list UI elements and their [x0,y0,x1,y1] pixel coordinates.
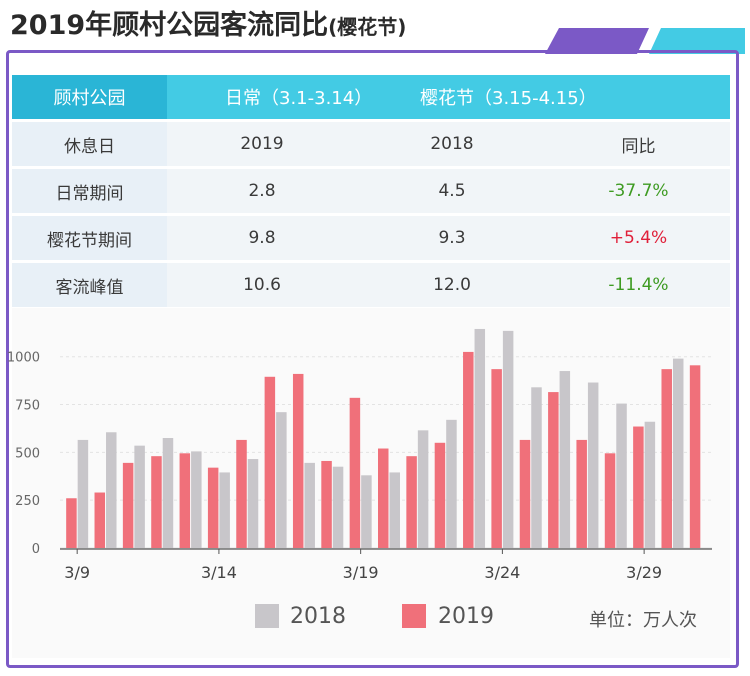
bar-2019 [236,439,247,548]
legend-label-2019: 2019 [438,604,494,629]
bar-2018 [219,472,230,548]
bar-2018 [502,330,514,548]
column-2018: 2018 [357,122,547,166]
x-tick-label: 3/14 [201,563,237,582]
cell-2018: 9.3 [357,216,547,260]
bar-2018 [559,371,571,548]
bar-2018 [446,419,457,548]
bar-2019 [94,492,106,548]
bar-2019 [434,442,446,548]
bar-2019 [548,392,559,548]
table-row: 客流峰值 10.6 12.0 -11.4% [12,263,730,307]
bar-2019 [207,467,219,548]
table-row: 日常期间 2.8 4.5 -37.7% [12,169,730,213]
x-tick-label: 3/29 [626,563,662,582]
cell-2018: 12.0 [357,263,547,307]
bar-2018 [77,439,89,548]
purple-stripe [545,28,649,54]
column-rest-day: 休息日 [12,122,167,166]
y-tick-label: 250 [15,494,40,509]
decorative-stripes [545,28,745,54]
table-row: 樱花节期间 9.8 9.3 +5.4% [12,216,730,260]
row-label: 樱花节期间 [12,216,167,260]
cell-change: -37.7% [547,169,730,213]
bar-2018 [361,475,372,548]
header-park-name: 顾村公园 [12,75,167,119]
row-label: 客流峰值 [12,263,167,307]
row-label: 日常期间 [12,169,167,213]
chart-title-main: 2019年顾村公园客流同比 [10,10,329,41]
chart-title-sub: (樱花节) [328,15,407,39]
bar-2018 [304,462,315,548]
bar-2018 [531,387,542,548]
bar-2018 [587,382,599,548]
table-column-row: 休息日 2019 2018 同比 [12,122,730,166]
bar-2018 [672,358,684,548]
bar-2019 [661,369,672,548]
x-tick-label: 3/24 [484,563,520,582]
bar-2019 [349,397,361,548]
table-header-row: 顾村公园 日常（3.1-3.14） 樱花节（3.15-4.15） [12,75,730,119]
cell-2019: 2.8 [167,169,357,213]
cyan-stripe [649,28,745,54]
bar-2019 [151,456,162,548]
bar-2019 [519,439,531,548]
bar-2019 [122,462,134,548]
bar-2019 [689,365,701,548]
y-tick-label: 750 [15,399,40,414]
cell-2019: 9.8 [167,216,357,260]
bar-2018 [162,438,174,548]
bar-2019 [576,439,587,548]
y-tick-label: 0 [32,542,40,557]
bar-2019 [406,456,417,548]
bar-2018 [106,432,117,548]
chart-title: 2019年顾村公园客流同比(樱花节) [10,6,406,46]
y-tick-label: 500 [15,446,40,461]
cell-change: +5.4% [547,216,730,260]
bar-2018 [276,412,287,548]
bar-2018 [332,466,344,548]
bar-2019 [292,373,304,548]
bar-2018 [417,430,429,548]
header-daily-period: 日常（3.1-3.14） [225,88,373,109]
legend-swatch-2019 [402,604,426,628]
bar-2018 [134,445,145,548]
y-tick-label: 1000 [7,351,40,366]
bar-2019 [321,460,332,548]
bar-2019 [491,369,502,548]
comparison-table: 顾村公园 日常（3.1-3.14） 樱花节（3.15-4.15） 休息日 2019… [12,72,730,310]
bar-2019 [179,453,191,548]
bar-2019 [66,498,77,548]
cell-change: -11.4% [547,263,730,307]
x-tick-label: 3/9 [64,563,90,582]
bar-2018 [389,472,400,548]
cell-2019: 10.6 [167,263,357,307]
bar-2019 [463,351,474,548]
content-frame [6,50,739,668]
column-change: 同比 [547,122,730,166]
bar-2019 [604,453,616,548]
bar-2019 [264,376,276,548]
header-festival-period: 樱花节（3.15-4.15） [420,88,597,109]
unit-label: 单位：万人次 [589,610,697,631]
cell-2018: 4.5 [357,169,547,213]
bar-2018 [191,451,202,548]
bar-2018 [474,328,486,548]
x-tick-label: 3/19 [343,563,379,582]
legend-label-2018: 2018 [290,604,346,629]
bar-2018 [644,421,656,548]
bar-2018 [616,403,627,548]
column-2019: 2019 [167,122,357,166]
legend-swatch-2018 [255,604,279,628]
bar-2018 [247,459,259,548]
bar-2019 [633,426,644,548]
header-periods: 日常（3.1-3.14） 樱花节（3.15-4.15） [167,75,730,119]
bar-2019 [378,448,389,548]
